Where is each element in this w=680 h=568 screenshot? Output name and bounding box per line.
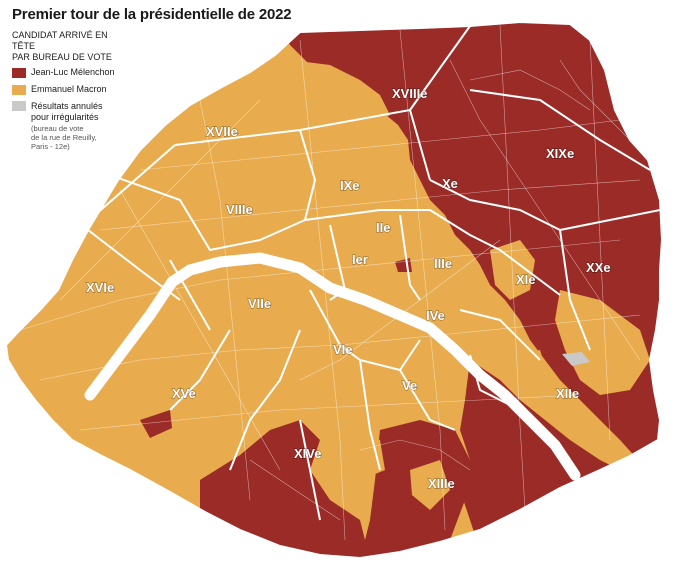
label-arr-III: IIIe <box>434 256 452 271</box>
label-arr-XVIII: XVIIIe <box>392 86 427 101</box>
label-arr-IV: IVe <box>426 308 445 323</box>
legend-swatch-macron <box>12 84 26 95</box>
label-arr-I: Ier <box>352 252 368 267</box>
legend-note-line1: (bureau de vote <box>31 124 84 133</box>
label-arr-IX: IXe <box>340 178 360 193</box>
label-arr-VIII: VIIIe <box>226 202 253 217</box>
label-arr-XX: XXe <box>586 260 611 275</box>
annulled-area <box>562 352 590 366</box>
label-arr-XI: XIe <box>516 272 536 287</box>
label-arr-XIX: XIXe <box>546 146 574 161</box>
legend-swatch-annulled <box>12 101 26 111</box>
label-arr-XVII: XVIIe <box>206 124 238 139</box>
legend-swatch-melenchon <box>12 67 26 78</box>
label-arr-VII: VIIe <box>248 296 271 311</box>
label-arr-XIV: XIVe <box>294 446 321 461</box>
label-arr-XIII: XIIIe <box>428 476 455 491</box>
label-arr-X: Xe <box>442 176 458 191</box>
legend-note: (bureau de vote de la rue de Reuilly, Pa… <box>31 124 103 151</box>
legend-note-line3: Paris - 12e) <box>31 142 70 151</box>
legend-heading-line1: CANDIDAT ARRIVÉ EN TÊTE <box>12 30 108 51</box>
label-arr-XVI: XVIe <box>86 280 114 295</box>
legend-label-annulled-line1: Résultats annulés <box>31 101 103 111</box>
legend-item-annulled: Résultats annulés pour irrégularités (bu… <box>12 101 130 151</box>
label-arr-V: Ve <box>402 378 417 393</box>
arrondissement-labels: Ier IIe IIIe IVe Ve VIe VIIe VIIIe IXe X… <box>85 85 611 491</box>
seine-river <box>84 252 581 481</box>
legend-item-melenchon: Jean-Luc Mélenchon <box>12 67 130 78</box>
label-arr-II: IIe <box>376 220 390 235</box>
legend-label-macron: Emmanuel Macron <box>31 84 107 94</box>
legend-label-melenchon: Jean-Luc Mélenchon <box>31 67 115 77</box>
map-title: Premier tour de la présidentielle de 202… <box>12 6 292 23</box>
legend-heading-line2: PAR BUREAU DE VOTE <box>12 52 112 62</box>
legend-note-line2: de la rue de Reuilly, <box>31 133 97 142</box>
legend-item-macron: Emmanuel Macron <box>12 84 130 95</box>
legend-heading: CANDIDAT ARRIVÉ EN TÊTE PAR BUREAU DE VO… <box>12 30 130 63</box>
legend: CANDIDAT ARRIVÉ EN TÊTE PAR BUREAU DE VO… <box>12 30 130 157</box>
legend-label-annulled-line2: pour irrégularités <box>31 112 99 122</box>
label-arr-XII: XIIe <box>556 386 579 401</box>
label-arr-VI: VIe <box>333 342 353 357</box>
arrondissement-borders <box>87 25 661 521</box>
label-arr-XV: XVe <box>172 386 196 401</box>
